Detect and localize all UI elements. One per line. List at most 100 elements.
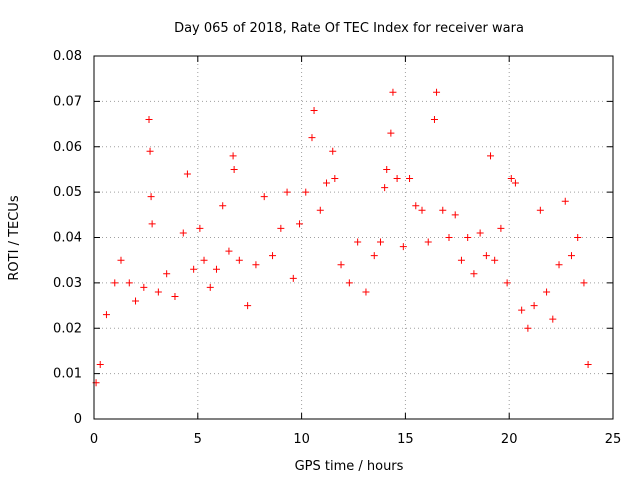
x-axis-label: GPS time / hours xyxy=(295,459,404,474)
data-point xyxy=(433,88,441,96)
data-point xyxy=(316,206,324,214)
y-tick-label: 0.04 xyxy=(53,231,82,246)
data-point xyxy=(183,170,191,178)
data-point xyxy=(406,175,414,183)
y-tick-label: 0.03 xyxy=(53,276,82,291)
data-point xyxy=(561,197,569,205)
data-point xyxy=(497,224,505,232)
data-point xyxy=(445,234,453,241)
data-point xyxy=(518,306,526,314)
data-point xyxy=(376,238,384,246)
data-point xyxy=(125,279,133,287)
data-point xyxy=(146,147,154,155)
data-point xyxy=(132,297,140,305)
data-point xyxy=(439,206,447,214)
data-point xyxy=(362,288,370,296)
data-point xyxy=(331,175,339,183)
data-point xyxy=(96,361,104,369)
data-point xyxy=(323,179,331,187)
data-point xyxy=(511,179,519,187)
y-tick-label: 0.07 xyxy=(53,94,82,109)
data-point xyxy=(230,165,238,173)
data-point xyxy=(530,302,538,310)
y-tick-label: 0 xyxy=(74,412,82,427)
data-point xyxy=(229,152,237,160)
y-tick-label: 0.08 xyxy=(53,49,82,64)
data-point xyxy=(225,247,233,255)
data-point xyxy=(524,324,532,332)
data-point xyxy=(171,292,179,300)
data-point xyxy=(451,211,459,219)
data-point xyxy=(148,220,156,228)
data-point xyxy=(399,243,407,251)
y-axis-label: ROTI / TECUs xyxy=(7,195,22,280)
x-tick-label: 5 xyxy=(194,432,202,447)
data-point xyxy=(269,252,277,260)
y-tick-label: 0.01 xyxy=(53,367,82,382)
data-point xyxy=(308,134,316,142)
data-point xyxy=(190,265,198,273)
x-tick-label: 20 xyxy=(501,432,518,447)
chart-title: Day 065 of 2018, Rate Of TEC Index for r… xyxy=(174,21,524,36)
data-point xyxy=(102,311,110,319)
data-point xyxy=(179,229,187,237)
data-point xyxy=(389,88,397,96)
x-tick-label: 25 xyxy=(605,432,622,447)
data-point xyxy=(296,220,304,228)
data-point xyxy=(387,129,395,137)
data-point xyxy=(219,202,227,210)
axis-ticks: 0 0.01 0.02 0.03 0.04 0.05 0.06 0.07 0.08 0 5 10 15 2… xyxy=(53,49,621,447)
data-point xyxy=(424,238,432,246)
data-point xyxy=(260,193,268,201)
data-point xyxy=(555,261,563,269)
data-point xyxy=(206,283,214,291)
y-tick-label: 0.06 xyxy=(53,140,82,155)
data-point xyxy=(196,224,204,232)
x-tick-label: 15 xyxy=(397,432,414,447)
data-point xyxy=(235,256,243,264)
data-point xyxy=(140,283,148,291)
data-point xyxy=(487,152,495,160)
data-point xyxy=(329,147,337,155)
data-point xyxy=(482,252,490,260)
data-point xyxy=(418,206,426,214)
data-point xyxy=(147,193,155,201)
x-tick-label: 0 xyxy=(90,432,98,447)
data-point xyxy=(430,116,438,124)
data-point xyxy=(491,256,499,264)
data-point xyxy=(536,206,544,214)
data-point xyxy=(457,256,465,264)
data-point xyxy=(200,256,208,264)
data-point xyxy=(580,279,588,287)
data-point xyxy=(345,279,353,287)
data-point xyxy=(111,279,119,287)
data-point xyxy=(337,261,345,269)
data-marks xyxy=(92,88,592,387)
data-point xyxy=(310,106,318,114)
data-point xyxy=(584,361,592,369)
data-point xyxy=(354,238,362,246)
data-point xyxy=(289,274,297,282)
data-point xyxy=(543,288,551,296)
data-point xyxy=(464,234,472,241)
data-point xyxy=(412,202,420,210)
x-tick-label: 10 xyxy=(293,432,310,447)
data-point xyxy=(476,229,484,237)
data-point xyxy=(212,265,220,273)
data-point xyxy=(370,252,378,260)
grid-lines xyxy=(94,56,613,419)
data-point xyxy=(383,165,391,173)
y-tick-label: 0.05 xyxy=(53,185,82,200)
data-point xyxy=(302,188,310,196)
data-point xyxy=(244,302,252,310)
data-point xyxy=(549,315,557,323)
data-point xyxy=(503,279,511,287)
data-point xyxy=(567,252,575,260)
data-point xyxy=(507,175,515,183)
data-point xyxy=(154,288,162,296)
plot-frame xyxy=(93,55,614,420)
data-point xyxy=(470,270,478,278)
data-point xyxy=(117,256,125,264)
